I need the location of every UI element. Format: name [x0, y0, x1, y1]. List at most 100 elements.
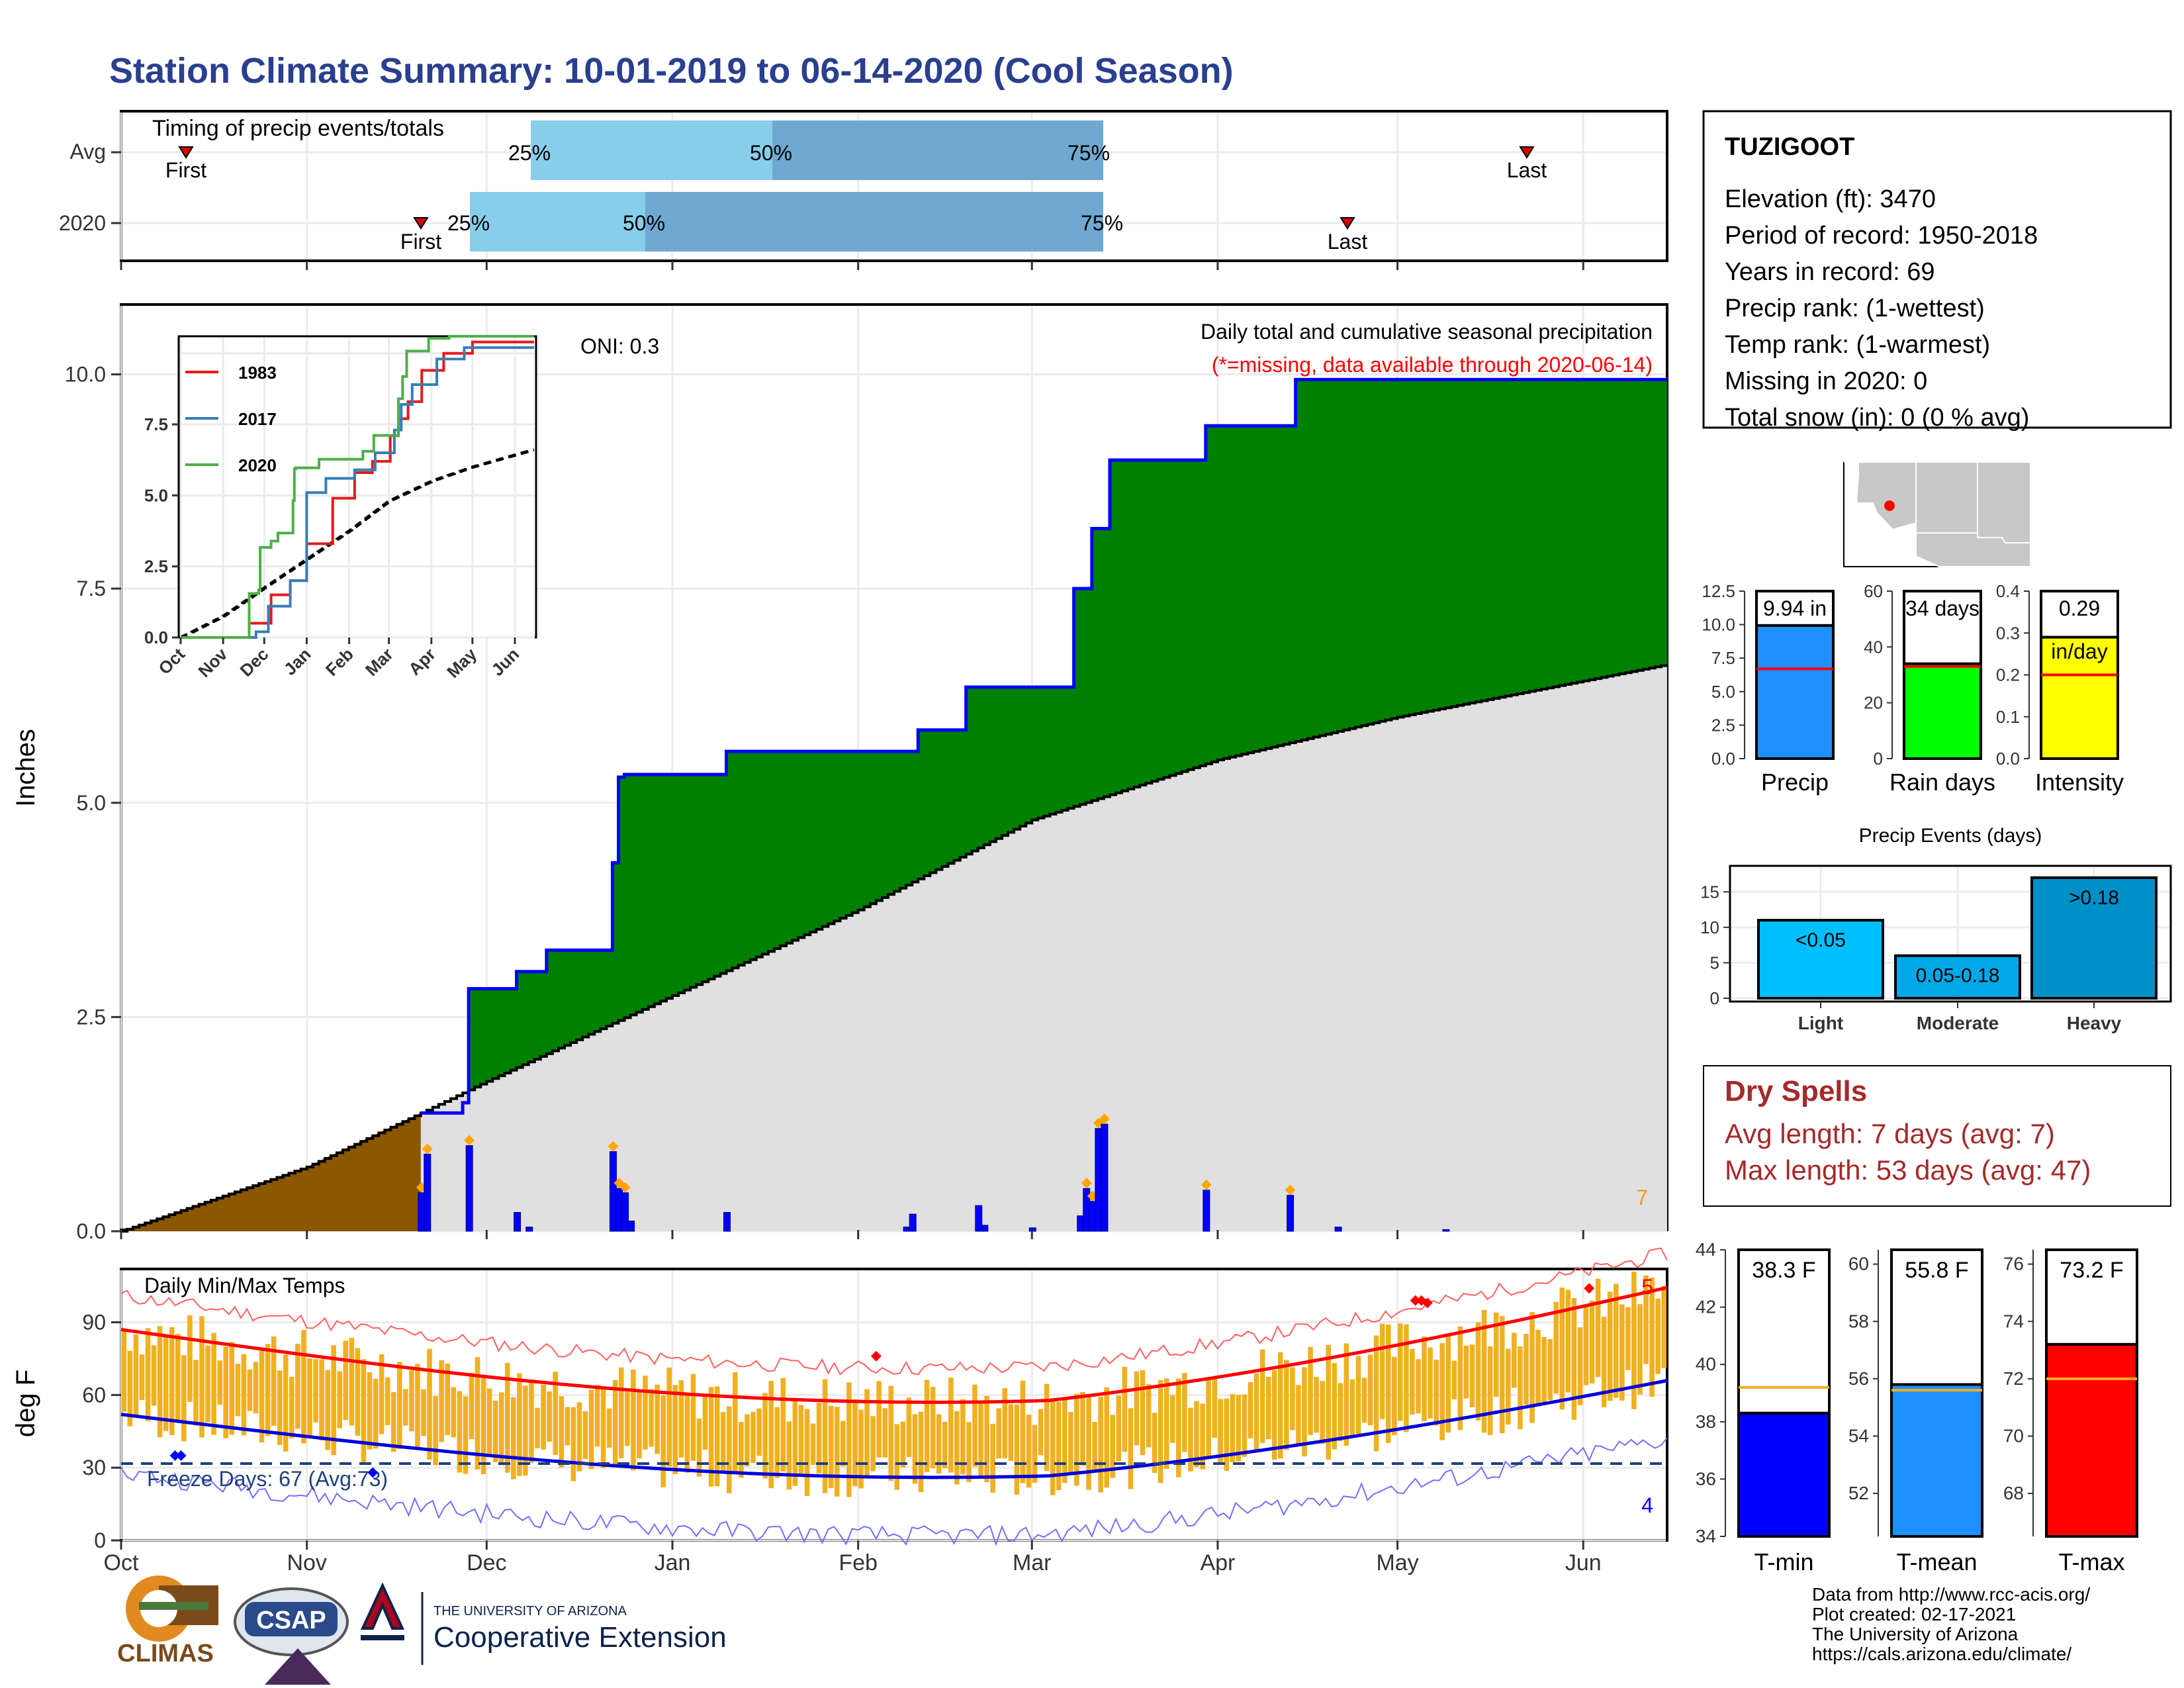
summary-bars: 9.94 in Precip 0.0 2.5 5.0 7.5 10.0 12.5 34 days… [1702, 581, 2124, 796]
daily-temp-bar [900, 1421, 906, 1468]
daily-temp-bar [1553, 1301, 1559, 1394]
daily-temp-bar [367, 1372, 373, 1450]
daily-temp-bar [313, 1359, 318, 1423]
daily-temp-bar [696, 1419, 702, 1477]
daily-precip-bar [1334, 1227, 1342, 1232]
daily-temp-bar [996, 1408, 1001, 1459]
dry-spells-box: Dry Spells Avg length: 7 days (avg: 7) M… [1703, 1065, 2171, 1207]
daily-temp-bar [822, 1379, 828, 1493]
daily-temp-bar [193, 1360, 199, 1426]
temp-ytick-label: 30 [82, 1456, 106, 1479]
daily-temp-bar [708, 1387, 714, 1487]
daily-temp-bar [1433, 1360, 1439, 1426]
daily-temp-bar [1038, 1409, 1044, 1456]
daily-temp-bar [181, 1355, 187, 1442]
daily-temp-bar [1481, 1309, 1487, 1433]
summary-bar-label: Rain days [1889, 769, 1995, 796]
temp-ylabel: deg F [11, 1370, 40, 1437]
footer-line: Plot created: 02-17-2021 [1812, 1604, 2016, 1624]
daily-temp-bar [1583, 1305, 1589, 1385]
daily-temp-bar [1422, 1336, 1427, 1422]
daily-temp-bar [133, 1334, 139, 1416]
temp-summary-ytick-label: 52 [1848, 1483, 1869, 1503]
daily-temp-bar [1169, 1395, 1175, 1443]
precip-ytick-label: 0.0 [77, 1219, 106, 1243]
daily-temp-bar [211, 1333, 216, 1435]
daily-precip-bar [1101, 1123, 1109, 1232]
event-bar-heavy [2030, 876, 2158, 1000]
daily-temp-bar [403, 1389, 408, 1426]
daily-temp-bar [427, 1348, 432, 1460]
summary-ytick-label: 10.0 [1702, 615, 1735, 635]
daily-temp-bar [1032, 1425, 1038, 1483]
daily-temp-bar [714, 1386, 720, 1487]
2020-75-label: 75% [1081, 211, 1123, 235]
2020-25-50-bar [470, 192, 645, 252]
temp-summary-frame [1890, 1248, 1983, 1386]
daily-temp-bar [1463, 1345, 1469, 1399]
record-low-marker [169, 1450, 181, 1461]
daily-temp-bar [1524, 1333, 1529, 1405]
daily-temp-bar [726, 1406, 732, 1493]
inset-average-line [181, 448, 534, 639]
ua-logo: THE UNIVERSITY OF ARIZONA Cooperative Ex… [360, 1582, 727, 1665]
temp-summary-bar-t-mean [1890, 1383, 1983, 1538]
precip-ytick-label: 5.0 [77, 791, 106, 815]
daily-temp-bar [1589, 1300, 1595, 1384]
daily-temp-bar [1259, 1349, 1265, 1443]
temp-value-label: 55.8 F [1905, 1258, 1968, 1283]
record-min-line [120, 1437, 1668, 1547]
daily-temp-bar [948, 1378, 954, 1473]
summary-ytick-label: 0.1 [1996, 707, 2020, 727]
daily-temp-bar [1086, 1396, 1091, 1490]
daily-temp-bar [792, 1400, 798, 1486]
precip-ylabel: Inches [11, 729, 40, 807]
daily-temp-bar [1499, 1316, 1505, 1434]
summary-ytick-label: 0.0 [1711, 749, 1735, 769]
daily-precip-bar [1203, 1190, 1210, 1232]
heavy-event-marker [1099, 1113, 1110, 1125]
heavy-event-marker [608, 1141, 619, 1152]
daily-temp-bar [966, 1422, 972, 1482]
daily-temp-bar [1343, 1343, 1349, 1446]
temp-summary-frame [2045, 1248, 2138, 1346]
month-label: Apr [1200, 1550, 1235, 1575]
daily-temp-bar [978, 1400, 983, 1476]
daily-temp-bar [457, 1391, 463, 1473]
daily-temp-bar [1541, 1336, 1547, 1405]
daily-temp-bar [319, 1359, 324, 1441]
daily-temp-bar [1128, 1408, 1134, 1489]
summary-ytick-label: 0 [1874, 749, 1883, 769]
daily-temp-bar [1284, 1360, 1289, 1450]
temp-summary-ytick-label: 54 [1848, 1425, 1869, 1446]
events-ytick-label: 15 [1700, 882, 1719, 902]
inset-2020-line [181, 335, 534, 639]
daily-temp-bar [379, 1354, 385, 1434]
daily-temp-bar [1271, 1370, 1277, 1460]
temp-panel: Daily Min/Max Temps Freeze Days: 67 (Avg… [11, 1247, 1668, 1575]
avg-first-marker [178, 146, 194, 159]
daily-precip-bar [903, 1227, 911, 1232]
temp-summary-frame [1737, 1248, 1831, 1415]
daily-temp-bar [1416, 1359, 1421, 1414]
daily-temp-bar [1535, 1329, 1541, 1407]
daily-temp-bar [343, 1340, 349, 1421]
avg-75-label: 75% [1068, 141, 1110, 165]
daily-precip-bar [909, 1213, 917, 1232]
daily-precip-bar [1442, 1229, 1450, 1232]
2020-row-label: 2020 [59, 211, 106, 235]
daily-temp-bar [433, 1395, 438, 1466]
daily-temp-bar [480, 1376, 486, 1475]
daily-temp-bar [1080, 1392, 1085, 1466]
daily-temp-bar [1607, 1291, 1613, 1401]
event-bar-label: 0.05-0.18 [1916, 965, 2000, 987]
summary-ytick-label: 12.5 [1702, 581, 1735, 601]
oni-label: ONI: 0.3 [580, 334, 659, 358]
station-line: Precip rank: (1-wettest) [1725, 295, 1985, 322]
daily-temp-bar [337, 1371, 343, 1429]
heavy-event-marker [619, 1182, 631, 1193]
daily-temp-bar [882, 1408, 887, 1458]
daily-temp-bar [259, 1350, 265, 1443]
daily-temp-bar [1512, 1333, 1517, 1388]
inset-ytick-label: 5.0 [144, 485, 168, 505]
